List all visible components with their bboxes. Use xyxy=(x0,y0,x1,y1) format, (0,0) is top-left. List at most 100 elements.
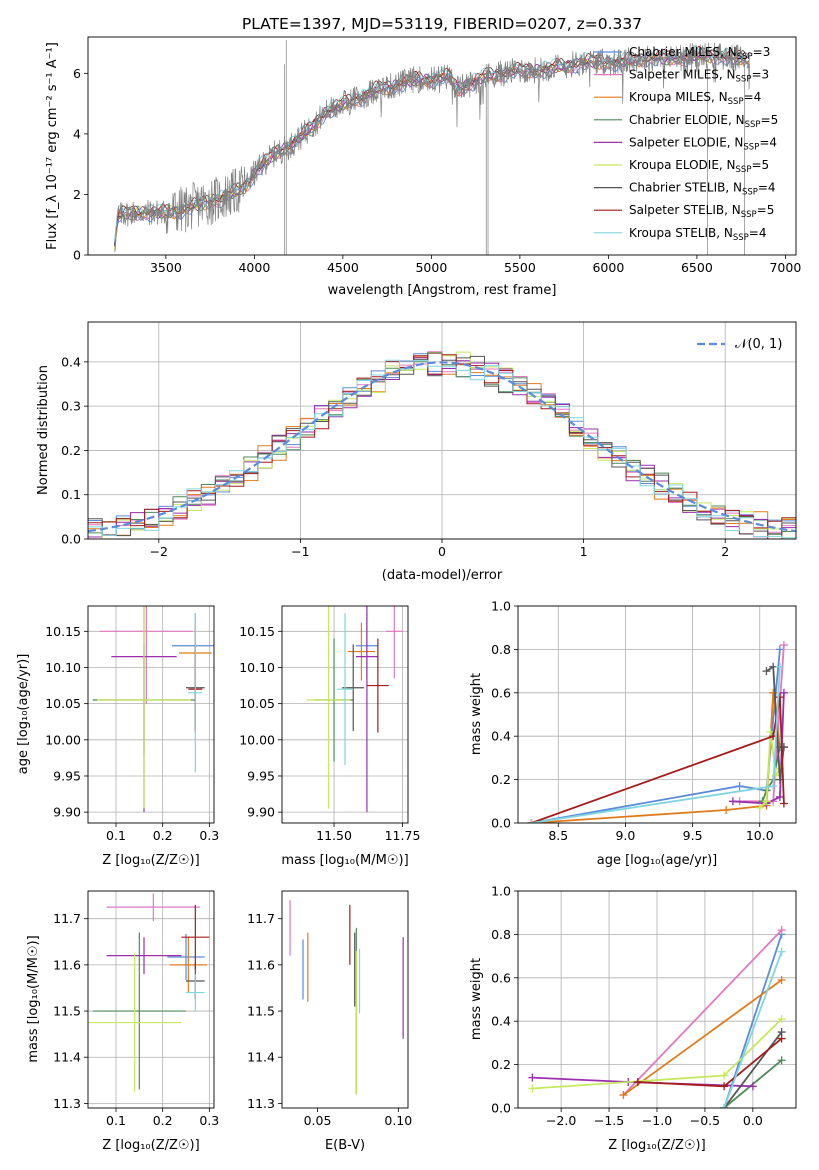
legend-entry: Salpeter MILES, NSSP=3 xyxy=(629,68,769,85)
weight-age-marker-7 xyxy=(775,693,784,702)
spectrum-ytick-label: 2 xyxy=(73,187,81,202)
mass-z-ytick-label: 11.6 xyxy=(53,957,81,972)
weight-z-ytick-label: 0.0 xyxy=(491,1101,511,1116)
residuals-axes: −2 −1 0 1 2 0.0 0.1 0.2 0.3 0.4 xyxy=(61,322,796,559)
weight-age-marker-5 xyxy=(755,803,764,812)
weight-z-marker-7 xyxy=(633,1077,642,1086)
weight-z-ytick-label: 0.8 xyxy=(491,927,511,942)
legend-entry: Kroupa STELIB, NSSP=4 xyxy=(629,226,767,243)
weight-z-marker-4 xyxy=(528,1073,537,1082)
mass-z-xtick-label: 0.2 xyxy=(153,1113,173,1128)
mass-ebv-errorbars xyxy=(289,900,404,1095)
spectrum-xtick-label: 7000 xyxy=(769,260,801,275)
weight-z-xtick-label: −1.5 xyxy=(594,1113,624,1128)
mass-z-xtick-label: 0.1 xyxy=(106,1113,126,1128)
weight-age-marker-7 xyxy=(779,799,788,808)
model-spectrum-5 xyxy=(114,181,243,251)
weight-z-ytick-label: 1.0 xyxy=(491,884,511,899)
mass-ebv-ytick-label: 11.5 xyxy=(247,1004,275,1019)
age-mass-axes: 11.50 11.75 9.90 9.95 10.00 10.05 10.10 10.15 xyxy=(239,606,420,843)
weight-z-xlabel: Z [log₁₀(Z/Z☉)] xyxy=(608,1138,705,1153)
age-z-axes: 0.1 0.2 0.3 9.90 9.95 10.00 10.05 10.10 10.15 xyxy=(45,606,219,843)
weight-age-xtick-label: 8.5 xyxy=(548,828,568,843)
weight-z-marker-8 xyxy=(777,947,786,956)
residuals-xtick-label: 0 xyxy=(438,544,446,559)
weight-age-marker-6 xyxy=(762,667,771,676)
age-z-errorbars xyxy=(92,606,214,813)
normal-curve xyxy=(88,361,796,533)
weight-age-ytick-label: 0.8 xyxy=(491,642,511,657)
age-mass-ytick-label: 10.05 xyxy=(239,696,275,711)
legend-entry: Kroupa ELODIE, NSSP=5 xyxy=(629,158,769,175)
residuals-ytick-label: 0.0 xyxy=(61,532,81,547)
weight-age-ytick-label: 0.4 xyxy=(491,729,511,744)
age-mass-xlabel: mass [log₁₀(M/M☉)] xyxy=(281,853,408,868)
age-mass-ytick-label: 9.90 xyxy=(247,805,275,820)
weight-age-marker-2 xyxy=(769,688,778,697)
spectrum-xtick-label: 6000 xyxy=(592,260,624,275)
weight-age-ytick-label: 1.0 xyxy=(491,599,511,614)
weight-age-marker-2 xyxy=(722,805,731,814)
weight-z-marker-5 xyxy=(720,1071,729,1080)
weight-age-marker-1 xyxy=(779,641,788,650)
spectrum-ytick-label: 4 xyxy=(73,126,81,141)
residuals-ytick-label: 0.2 xyxy=(61,443,81,458)
spectrum-axes: 3500 4000 4500 5000 5500 6000 6500 7000 0 2 4 6 xyxy=(73,66,801,275)
age-mass-errorbars xyxy=(306,606,403,813)
mass-z-xtick-label: 0.3 xyxy=(199,1113,219,1128)
residuals-legend-label: 𝒩(0, 1) xyxy=(735,337,782,352)
mass-z-ylabel: mass [log₁₀(M/M☉)] xyxy=(26,935,41,1062)
age-mass-ytick-label: 10.00 xyxy=(239,732,275,747)
mass-z-xlabel: Z [log₁₀(Z/Z☉)] xyxy=(102,1138,199,1153)
age-mass-xtick-label: 11.75 xyxy=(385,828,421,843)
weight-z-ylabel: mass weight xyxy=(469,958,484,1040)
weight-age-xtick-label: 9.5 xyxy=(683,828,703,843)
weight-age-marker-5 xyxy=(762,797,771,806)
weight-age-ytick-label: 0.6 xyxy=(491,685,511,700)
spectrum-xlabel: wavelength [Angstrom, rest frame] xyxy=(328,283,557,298)
legend-entry: Kroupa MILES, NSSP=4 xyxy=(629,90,761,107)
spectrum-ytick-label: 0 xyxy=(73,248,81,263)
age-z-ytick-label: 10.10 xyxy=(45,660,81,675)
weight-z-marker-7 xyxy=(777,1034,786,1043)
residuals-ylabel: Normed distribution xyxy=(36,365,51,495)
weight-z-xtick-label: −0.5 xyxy=(690,1113,720,1128)
weight-age-marker-4 xyxy=(728,797,737,806)
weight-z-marker-2 xyxy=(777,975,786,984)
weight-z-marker-5 xyxy=(528,1084,537,1093)
spectrum-xtick-label: 4500 xyxy=(327,260,359,275)
weight-z-marker-2 xyxy=(619,1090,628,1099)
residuals-xtick-label: −1 xyxy=(291,544,309,559)
age-z-xlabel: Z [log₁₀(Z/Z☉)] xyxy=(102,853,199,868)
mass-ebv-ytick-label: 11.7 xyxy=(247,911,275,926)
spectrum-ytick-label: 6 xyxy=(73,66,81,81)
mass-ebv-axes: 0.05 0.10 11.3 11.4 11.5 11.6 11.7 xyxy=(247,911,412,1128)
spectrum-frame xyxy=(87,36,797,256)
mass-ebv-ytick-label: 11.6 xyxy=(247,957,275,972)
weight-z-line-8 xyxy=(723,951,783,1108)
mass-ebv-ytick-label: 11.3 xyxy=(247,1096,275,1111)
weight-age-marker-8 xyxy=(775,662,784,671)
age-mass-ytick-label: 9.95 xyxy=(247,768,275,783)
weight-z-xtick-label: −2.0 xyxy=(546,1113,576,1128)
weight-z-ytick-label: 0.6 xyxy=(491,970,511,985)
legend-entry: Chabrier MILES, NSSP=3 xyxy=(629,45,770,62)
weight-z-marker-7 xyxy=(720,1082,729,1091)
residuals-ytick-label: 0.3 xyxy=(61,399,81,414)
weight-age-marker-0 xyxy=(735,782,744,791)
weight-age-line-8 xyxy=(531,666,781,823)
age-z-ytick-label: 10.00 xyxy=(45,732,81,747)
legend-entry: Salpeter STELIB, NSSP=5 xyxy=(629,203,774,220)
weight-age-marker-6 xyxy=(769,662,778,671)
spectrum-xtick-label: 3500 xyxy=(150,260,182,275)
spectrum-legend: Chabrier MILES, NSSP=3 Salpeter MILES, NS… xyxy=(594,45,778,243)
mass-z-ytick-label: 11.7 xyxy=(53,911,81,926)
spectrum-xtick-label: 4000 xyxy=(238,260,270,275)
age-mass-frame xyxy=(281,605,409,824)
age-z-xtick-label: 0.3 xyxy=(199,828,219,843)
legend-entry: Salpeter ELODIE, NSSP=4 xyxy=(629,135,777,152)
weight-age-series xyxy=(527,641,788,823)
weight-age-marker-4 xyxy=(775,792,784,801)
weight-age-marker-8 xyxy=(527,819,536,823)
